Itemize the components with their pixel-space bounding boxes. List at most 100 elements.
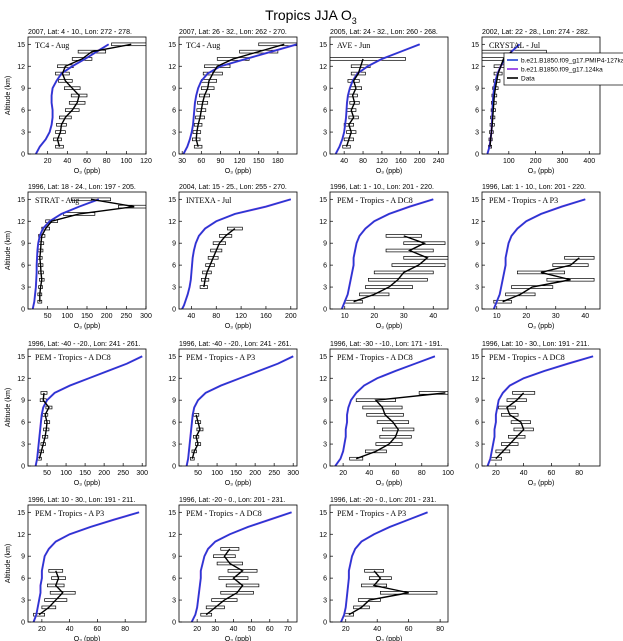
x-axis-label: O₃ (ppb) [376,636,403,641]
panel-header: 2007, Lat: 4 - 10., Lon: 272 - 278. [28,29,132,36]
obs-line [39,198,135,302]
obs-range-box [205,605,225,610]
model-line-127ka [341,198,434,309]
x-tick-label: 40 [188,313,196,320]
x-axis-label: O₃ (ppb) [74,168,101,175]
panel-6: 2004, Lat: 15 - 25., Lon: 255 - 270. INTE… [168,184,298,330]
x-axis-label: O₃ (ppb) [74,480,101,487]
x-tick-label: 40 [429,313,437,320]
x-tick-label: 80 [575,470,583,477]
x-axis-label: O₃ (ppb) [225,480,252,487]
x-axis-label: O₃ (ppb) [74,323,101,330]
obs-range-box [219,234,233,238]
x-tick-label: 20 [44,158,52,165]
obs-range-box [44,598,68,602]
x-tick-label: 300 [557,158,569,165]
obs-range-box [213,554,236,558]
panel-8: 1996, Lat: 1 - 10., Lon: 201 - 220. PEM -… [471,184,601,330]
plot-area [330,43,421,154]
panel-frame [178,191,298,310]
model-line-127ka [34,355,143,466]
y-tick-label: 3 [172,285,176,292]
x-tick-label: 40 [340,158,348,165]
y-tick-label: 15 [17,197,25,204]
x-tick-label: 300 [287,470,299,477]
x-tick-label: 200 [249,470,261,477]
panel-frame [329,191,449,310]
y-tick-label: 15 [319,510,327,517]
x-tick-label: 30 [552,313,560,320]
x-tick-label: 300 [140,313,152,320]
panel-frame [481,191,601,310]
obs-range-box [200,612,213,617]
obs-range-box [118,204,146,209]
y-axis-label: Altitude (km) [5,544,12,583]
obs-range-box [353,605,370,610]
obs-range-box [418,391,448,395]
plot-area [340,198,448,309]
y-tick-label: 15 [471,197,479,204]
y-tick-label: 9 [323,241,327,248]
plot-area [492,198,595,309]
model-line-124ka [185,355,294,466]
x-tick-label: 40 [63,158,71,165]
obs-range-box [368,278,428,282]
y-tick-label: 15 [17,354,25,361]
y-tick-label: 0 [21,620,25,627]
y-tick-label: 15 [17,510,25,517]
x-tick-label: 100 [120,158,132,165]
model-line-124ka [34,355,143,466]
y-tick-label: 9 [21,554,25,561]
x-tick-label: 80 [212,313,220,320]
x-axis-label: O₃ (ppb) [528,168,555,175]
campaign-label: CRYSTAL - Jul [489,41,541,50]
model-line-127ka [35,43,110,154]
panel-frame [27,504,147,623]
model-line-127ka [32,198,100,309]
y-tick-label: 3 [323,598,327,605]
x-tick-label: 150 [79,470,91,477]
x-tick-label: 120 [234,158,246,165]
obs-range-box [41,605,57,610]
panel-frame [481,348,601,467]
y-tick-label: 9 [21,86,25,93]
y-tick-label: 6 [475,420,479,427]
model-line-127ka [340,511,428,622]
y-axis-label: Altitude (km) [5,231,12,270]
legend-box [503,52,623,86]
obs-line [502,257,580,303]
x-tick-label: 250 [120,313,132,320]
obs-line [353,235,429,303]
obs-range-box [355,398,396,402]
x-axis-label: O₃ (ppb) [528,323,555,330]
y-tick-label: 9 [323,398,327,405]
y-tick-label: 12 [319,219,327,226]
obs-range-box [511,285,554,289]
plot-area [185,355,294,466]
obs-range-box [365,285,413,289]
model-line-127ka [486,355,594,466]
x-axis-label: O₃ (ppb) [225,636,252,641]
y-tick-label: 9 [475,241,479,248]
y-tick-label: 6 [172,108,176,115]
obs-range-box [349,456,364,461]
x-axis-label: O₃ (ppb) [376,323,403,330]
y-tick-label: 12 [17,64,25,71]
y-tick-label: 9 [172,241,176,248]
obs-line [38,392,50,459]
obs-range-box [505,292,536,297]
obs-range-box [65,108,80,112]
plot-area [182,42,297,154]
panel-7: 1996, Lat: 1 - 10., Lon: 201 - 220. PEM -… [319,184,449,330]
y-tick-label: 0 [475,464,479,471]
x-tick-label: 40 [373,626,381,633]
obs-range-box [258,42,297,47]
y-tick-label: 0 [323,152,327,159]
x-tick-label: 40 [230,626,238,633]
panel-frame [329,348,449,467]
x-tick-label: 80 [418,470,426,477]
y-tick-label: 3 [172,130,176,137]
y-tick-label: 15 [17,42,25,49]
panel-header: 2004, Lat: 15 - 25., Lon: 255 - 270. [179,184,287,191]
y-tick-label: 3 [323,130,327,137]
